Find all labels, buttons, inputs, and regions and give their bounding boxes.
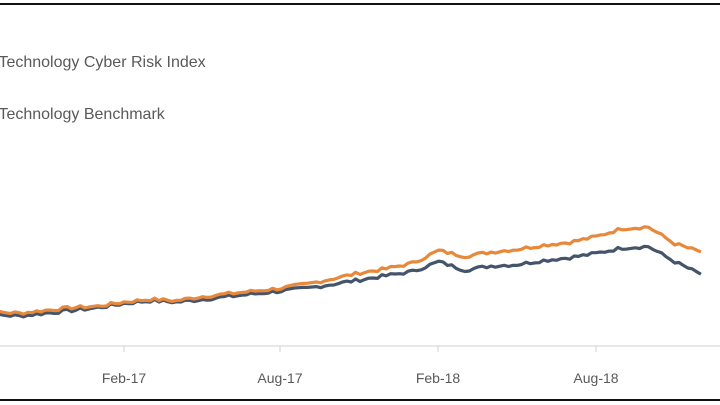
x-axis-ticks [123,346,597,352]
legend-label: Technology Cyber Risk Index [0,54,206,71]
legend-item-cyber-risk-index: Technology Cyber Risk Index [0,54,206,72]
x-tick-label: Aug-18 [573,370,619,386]
x-tick-label: Feb-18 [415,370,461,386]
frame-bottom-border [0,399,720,401]
chart-legend: Technology Cyber Risk Index Technology B… [0,0,300,140]
legend-label: Technology Benchmark [0,106,165,123]
x-tick-label: Aug-17 [257,370,303,386]
series-line-cyber-risk-index [0,225,702,316]
legend-item-benchmark: Technology Benchmark [0,106,165,124]
frame-top-border [0,3,720,5]
x-tick-label: Feb-17 [101,370,147,386]
series-line-benchmark [0,244,702,319]
